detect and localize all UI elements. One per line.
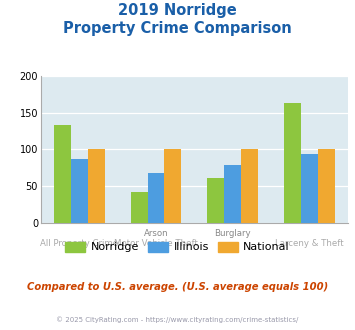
Bar bbox=[301, 154, 318, 223]
Bar bbox=[164, 149, 181, 223]
Text: Larceny & Theft: Larceny & Theft bbox=[275, 239, 344, 248]
Bar bbox=[71, 159, 88, 223]
Bar bbox=[88, 149, 104, 223]
Text: Burglary: Burglary bbox=[214, 229, 251, 238]
Text: All Property Crime: All Property Crime bbox=[40, 239, 118, 248]
Text: Compared to U.S. average. (U.S. average equals 100): Compared to U.S. average. (U.S. average … bbox=[27, 282, 328, 292]
Text: © 2025 CityRating.com - https://www.cityrating.com/crime-statistics/: © 2025 CityRating.com - https://www.city… bbox=[56, 317, 299, 323]
Bar bbox=[241, 149, 258, 223]
Bar bbox=[131, 192, 148, 223]
Legend: Norridge, Illinois, National: Norridge, Illinois, National bbox=[61, 237, 294, 257]
Text: Motor Vehicle Theft: Motor Vehicle Theft bbox=[114, 239, 198, 248]
Text: 2019 Norridge: 2019 Norridge bbox=[118, 3, 237, 18]
Bar bbox=[207, 178, 224, 223]
Bar bbox=[224, 165, 241, 223]
Bar bbox=[148, 173, 164, 223]
Text: Property Crime Comparison: Property Crime Comparison bbox=[63, 21, 292, 36]
Bar bbox=[284, 103, 301, 223]
Text: Arson: Arson bbox=[144, 229, 168, 238]
Bar bbox=[318, 149, 335, 223]
Bar bbox=[54, 125, 71, 223]
